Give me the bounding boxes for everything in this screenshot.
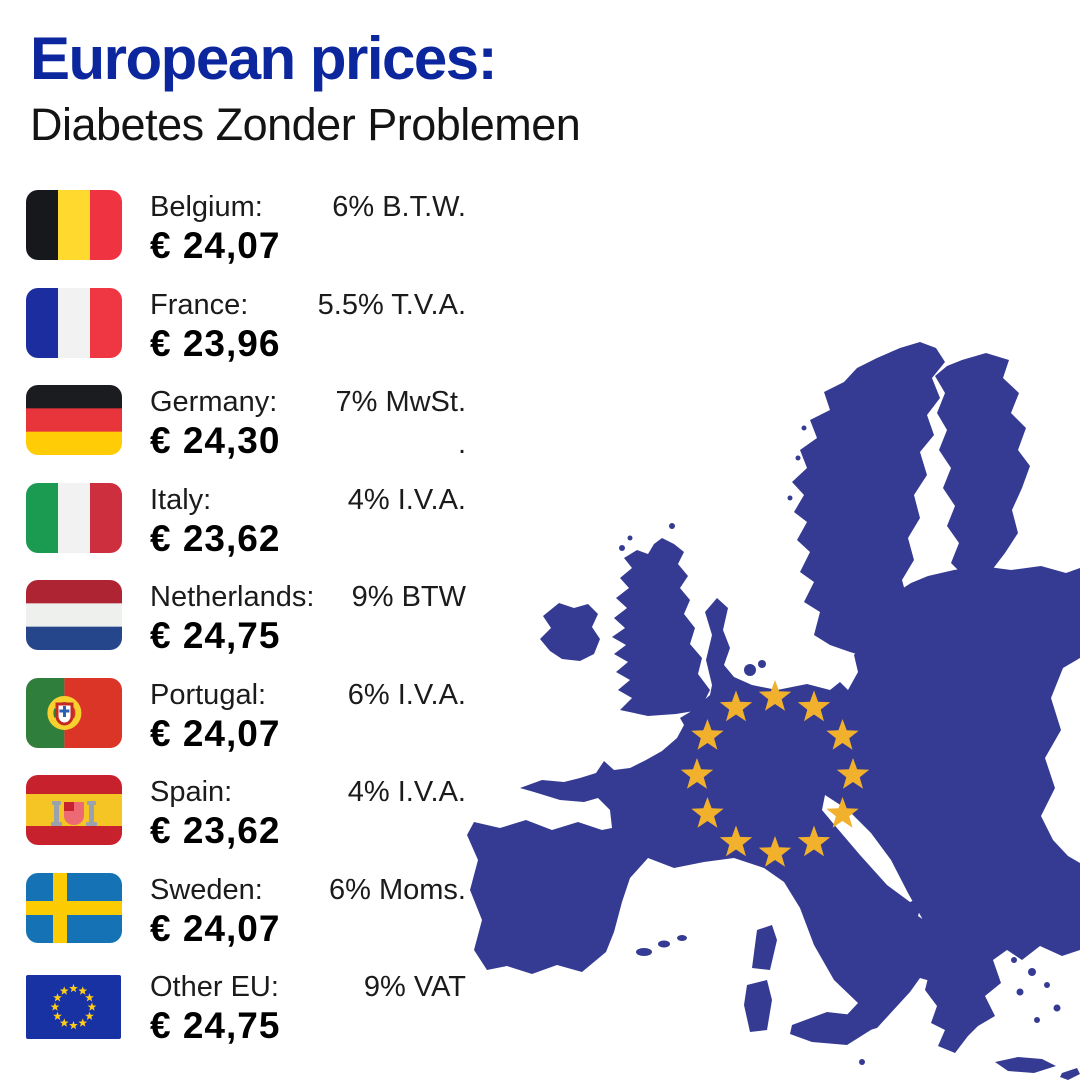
country-label: Sweden:: [150, 874, 263, 906]
vat-label: 6% Moms.: [329, 874, 466, 906]
hebrides-island: [627, 535, 633, 541]
country-label: Spain:: [150, 776, 233, 808]
page-title: European prices:: [30, 25, 498, 92]
aegean-island: [1053, 1004, 1061, 1012]
spain-flag-icon: [26, 775, 122, 845]
country-label: Germany:: [150, 386, 278, 418]
price-value: € 24,07: [150, 713, 281, 754]
aegean-island: [1028, 968, 1036, 976]
germany-flag-icon: [26, 385, 122, 455]
aegean-island: [1016, 988, 1024, 996]
aegean-island: [1059, 947, 1065, 953]
netherlands-flag-icon: [26, 580, 122, 650]
balearic-island: [636, 948, 652, 956]
aegean-island: [1034, 1017, 1040, 1023]
price-row-sweden: Sweden: 6% Moms. € 24,07: [26, 873, 466, 959]
belgium-flag-icon: [26, 190, 122, 260]
eu-flag-icon: [26, 970, 122, 1045]
country-label: Other EU:: [150, 971, 279, 1003]
vat-label: 6% I.V.A.: [347, 679, 466, 711]
price-value: € 24,75: [150, 615, 281, 656]
malta-island: [859, 1059, 865, 1065]
portugal-flag-icon: [26, 678, 122, 748]
norway-islet: [801, 425, 807, 431]
gotland-island: [879, 618, 893, 642]
crete-island: [995, 1057, 1056, 1073]
vat-label: 4% I.V.A.: [347, 776, 466, 808]
cyprus-island: [1060, 1068, 1080, 1080]
great-britain-island: [612, 538, 710, 716]
vat-label: 6% B.T.W.: [332, 191, 466, 223]
ireland-island: [540, 603, 600, 661]
price-row-other-eu: Other EU: 9% VAT € 24,75: [26, 970, 466, 1056]
price-value: € 24,75: [150, 1005, 281, 1046]
price-value: € 24,07: [150, 908, 281, 949]
price-row-france: France: 5.5% T.V.A. € 23,96: [26, 288, 466, 374]
norway-islet: [787, 495, 793, 501]
vat-label: 9% BTW: [351, 581, 466, 613]
aegean-island: [1018, 936, 1026, 944]
price-row-portugal: Portugal: 6% I.V.A. € 24,07: [26, 678, 466, 764]
danish-island: [744, 664, 756, 676]
aegean-island: [1011, 957, 1017, 963]
eu-star-circle: [680, 680, 870, 867]
aegean-island: [1003, 921, 1011, 929]
danish-island: [758, 660, 766, 668]
price-value: € 23,62: [150, 518, 281, 559]
scandinavia-landmass: [792, 342, 945, 658]
price-value: € 24,30: [150, 420, 281, 461]
balearic-island: [658, 940, 670, 948]
sweden-flag-icon: [26, 873, 122, 943]
price-value: € 23,96: [150, 323, 281, 364]
corsica-island: [752, 925, 777, 970]
hebrides-island: [619, 545, 625, 551]
norway-islet: [795, 455, 801, 461]
europe-map: [462, 340, 1080, 1080]
vat-label: 9% VAT: [363, 971, 466, 1003]
finland-landmass: [935, 353, 1030, 583]
europe-map-svg: [467, 342, 1080, 1080]
aegean-island: [1044, 982, 1050, 988]
country-label: Netherlands:: [150, 581, 315, 613]
country-label: France:: [150, 289, 249, 321]
vat-label: 4% I.V.A.: [347, 484, 466, 516]
italy-flag-icon: [26, 483, 122, 553]
vat-label: 7% MwSt.: [335, 386, 466, 418]
page-subtitle: Diabetes Zonder Problemen: [30, 99, 581, 150]
stray-period: .: [457, 428, 466, 460]
orkney-island: [669, 523, 675, 529]
price-row-italy: Italy: 4% I.V.A. € 23,62: [26, 483, 466, 569]
price-row-spain: Spain: 4% I.V.A. € 23,62: [26, 775, 466, 861]
france-flag-icon: [26, 288, 122, 358]
continent-landmass: [467, 566, 1080, 1053]
balearic-island: [677, 935, 687, 941]
price-value: € 23,62: [150, 810, 281, 851]
price-value: € 24,07: [150, 225, 281, 266]
price-row-germany: Germany: 7% MwSt. € 24,30.: [26, 385, 466, 471]
price-row-belgium: Belgium: 6% B.T.W. € 24,07: [26, 190, 466, 276]
country-label: Belgium:: [150, 191, 263, 223]
vat-label: 5.5% T.V.A.: [317, 289, 466, 321]
price-row-netherlands: Netherlands: 9% BTW € 24,75: [26, 580, 466, 666]
sicily-island: [790, 1012, 874, 1045]
country-label: Italy:: [150, 484, 212, 516]
country-label: Portugal:: [150, 679, 267, 711]
sardinia-island: [744, 980, 772, 1032]
